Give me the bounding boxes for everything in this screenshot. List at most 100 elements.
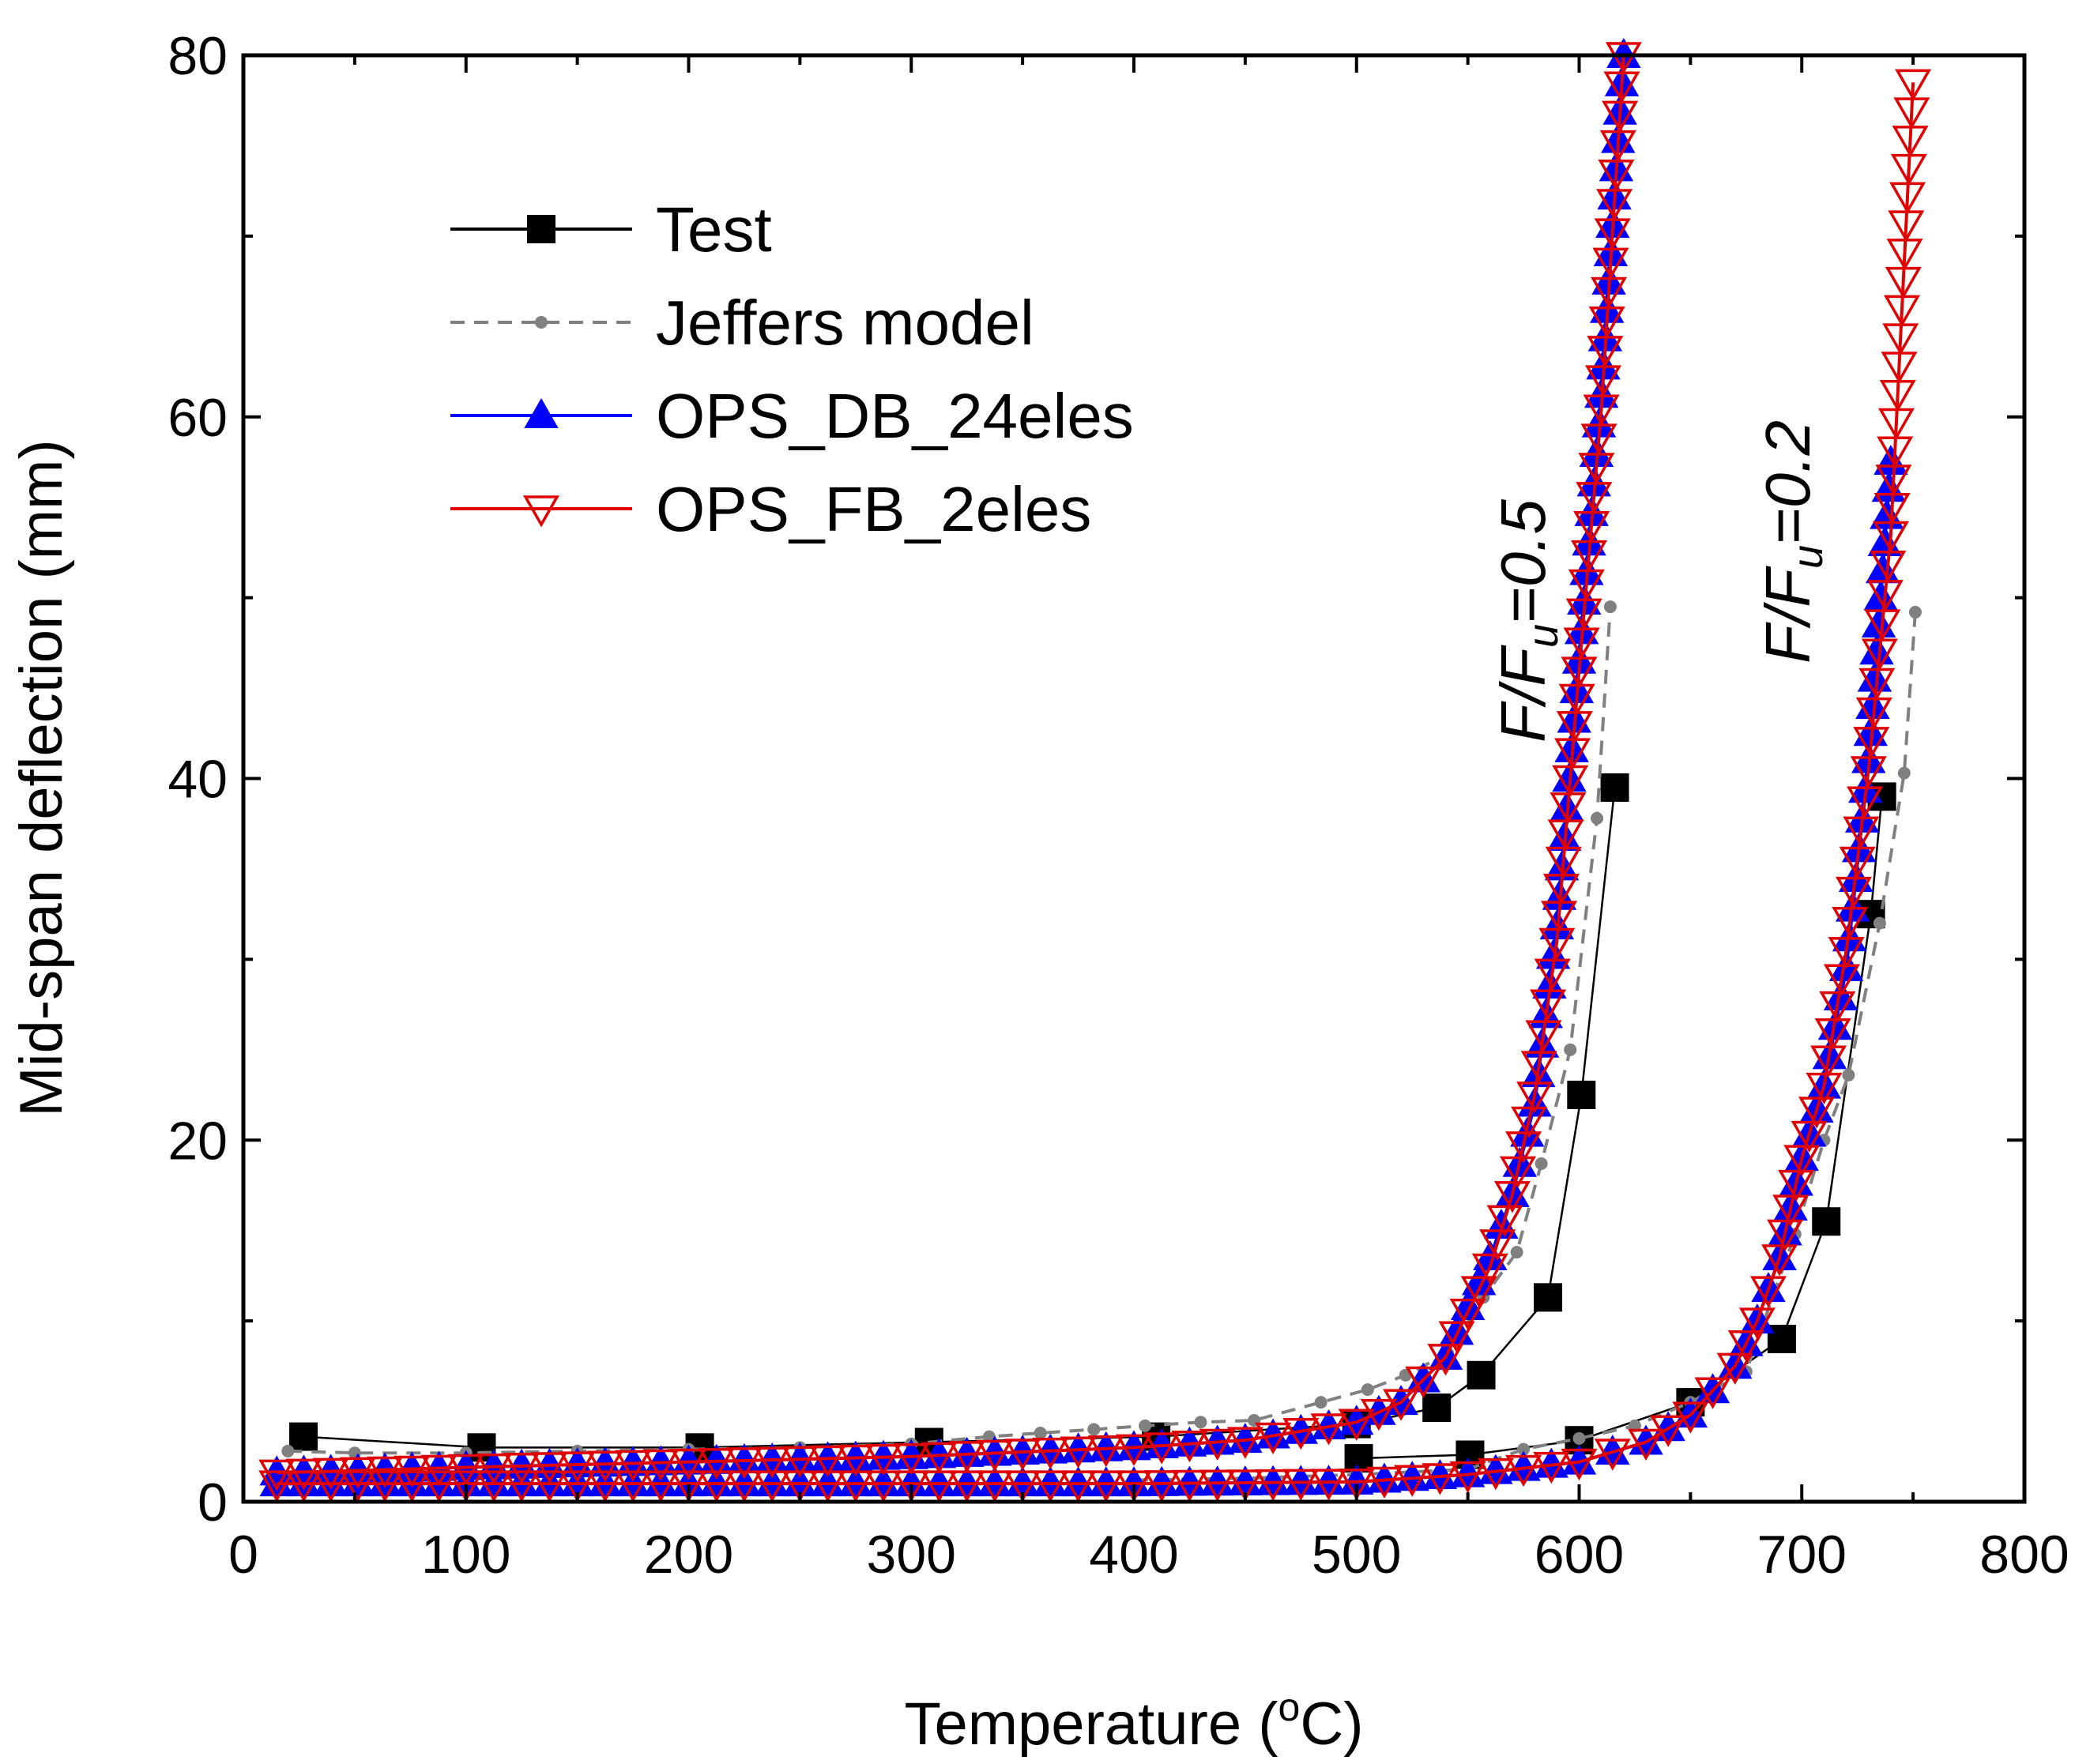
data-point (1716, 1352, 1753, 1385)
x-tick-label: 600 (1535, 1525, 1624, 1585)
data-point (1594, 218, 1631, 250)
data-point (1810, 1045, 1847, 1078)
data-point (670, 1448, 707, 1481)
data-point (1004, 1439, 1041, 1471)
data-point (367, 1466, 402, 1497)
x-tick-label: 400 (1089, 1525, 1178, 1585)
data-point (1087, 1423, 1101, 1436)
data-point (1314, 1396, 1327, 1409)
data-point (698, 1448, 735, 1480)
data-point (1517, 1442, 1531, 1456)
data-point (258, 1470, 296, 1503)
data-point (1310, 1413, 1347, 1446)
data-point (559, 1470, 596, 1503)
data-point (1338, 1469, 1375, 1501)
data-point (1060, 1436, 1097, 1469)
data-point (1461, 1265, 1497, 1296)
data-point (1556, 711, 1593, 743)
data-point (1855, 697, 1892, 730)
data-point (285, 1470, 322, 1503)
data-point (1144, 1465, 1179, 1496)
data-point (1583, 394, 1620, 427)
data-point (1882, 323, 1919, 355)
data-point (1538, 927, 1576, 961)
data-point (1567, 1081, 1596, 1110)
legend: Test Jeffers model OPS_DB_24eles OPS_FB_2el… (450, 194, 1134, 544)
data-point (1580, 423, 1617, 456)
data-point (559, 1451, 596, 1484)
x-tick-label: 0 (228, 1525, 258, 1585)
data-point (503, 1470, 540, 1503)
data-point (1778, 1169, 1815, 1202)
data-point (1812, 1207, 1841, 1236)
data-point (1587, 336, 1624, 368)
data-point (1888, 210, 1925, 243)
legend-marker (535, 316, 548, 329)
data-point (921, 1466, 957, 1497)
data-point (810, 1466, 845, 1497)
data-point (1806, 1072, 1843, 1105)
data-point (1578, 453, 1615, 485)
data-point (503, 1453, 540, 1485)
data-point (258, 1459, 296, 1491)
data-point (1087, 1435, 1124, 1468)
data-point (977, 1435, 1012, 1466)
data-point (1850, 756, 1887, 788)
data-point (1365, 1466, 1403, 1499)
data-point (1572, 1431, 1586, 1445)
data-point (670, 1470, 707, 1503)
data-point (1282, 1417, 1320, 1450)
data-point (1858, 668, 1896, 701)
data-point (1520, 1051, 1557, 1083)
data-point (1558, 683, 1595, 717)
data-point (921, 1470, 958, 1503)
data-point (727, 1466, 762, 1497)
series-ops-fb-2eles (258, 42, 1932, 1503)
data-point (1889, 182, 1926, 214)
data-point (394, 1470, 431, 1503)
data-point (1449, 1461, 1486, 1494)
data-point (339, 1470, 376, 1503)
data-point (1493, 1181, 1531, 1213)
data-point (809, 1470, 846, 1503)
series-layer (258, 37, 1932, 1503)
y-axis-title: Mid-span deflection (mm) (8, 439, 75, 1116)
data-point (615, 1450, 652, 1482)
data-point (893, 1470, 930, 1503)
data-point (1143, 1470, 1181, 1503)
data-point (1828, 937, 1865, 969)
legend-item: OPS_DB_24eles (450, 381, 1134, 451)
data-point (1588, 306, 1625, 339)
data-point (1255, 1422, 1292, 1454)
data-point (1842, 1068, 1855, 1081)
x-tick-label: 800 (1979, 1525, 2069, 1585)
data-point (1534, 1283, 1563, 1312)
data-point (725, 1470, 763, 1503)
legend-label: Jeffers model (656, 288, 1034, 358)
data-point (948, 1470, 985, 1503)
legend-marker (527, 215, 555, 243)
series-line (1133, 611, 1917, 1482)
data-point (1505, 1131, 1542, 1164)
data-point (341, 1466, 375, 1497)
data-point (1568, 569, 1605, 602)
data-point (1897, 766, 1911, 780)
data-point (1877, 408, 1915, 440)
data-point (1467, 1360, 1496, 1390)
data-point (1226, 1469, 1263, 1502)
data-point (1885, 266, 1922, 299)
data-point (837, 1470, 874, 1503)
legend-item: Test (450, 194, 772, 265)
data-point (475, 1453, 512, 1486)
data-point (1594, 1439, 1631, 1471)
data-point (1060, 1432, 1096, 1463)
data-point (1199, 1465, 1235, 1496)
data-point (781, 1446, 819, 1478)
data-point (1873, 493, 1911, 525)
data-point (1479, 1229, 1516, 1262)
data-point (1511, 1106, 1548, 1139)
annotation-ratio-0-5: F/Fu=0.5 (1488, 499, 1567, 743)
legend-item: Jeffers model (450, 288, 1034, 358)
data-point (475, 1470, 512, 1503)
y-tick-label: 0 (198, 1473, 228, 1533)
